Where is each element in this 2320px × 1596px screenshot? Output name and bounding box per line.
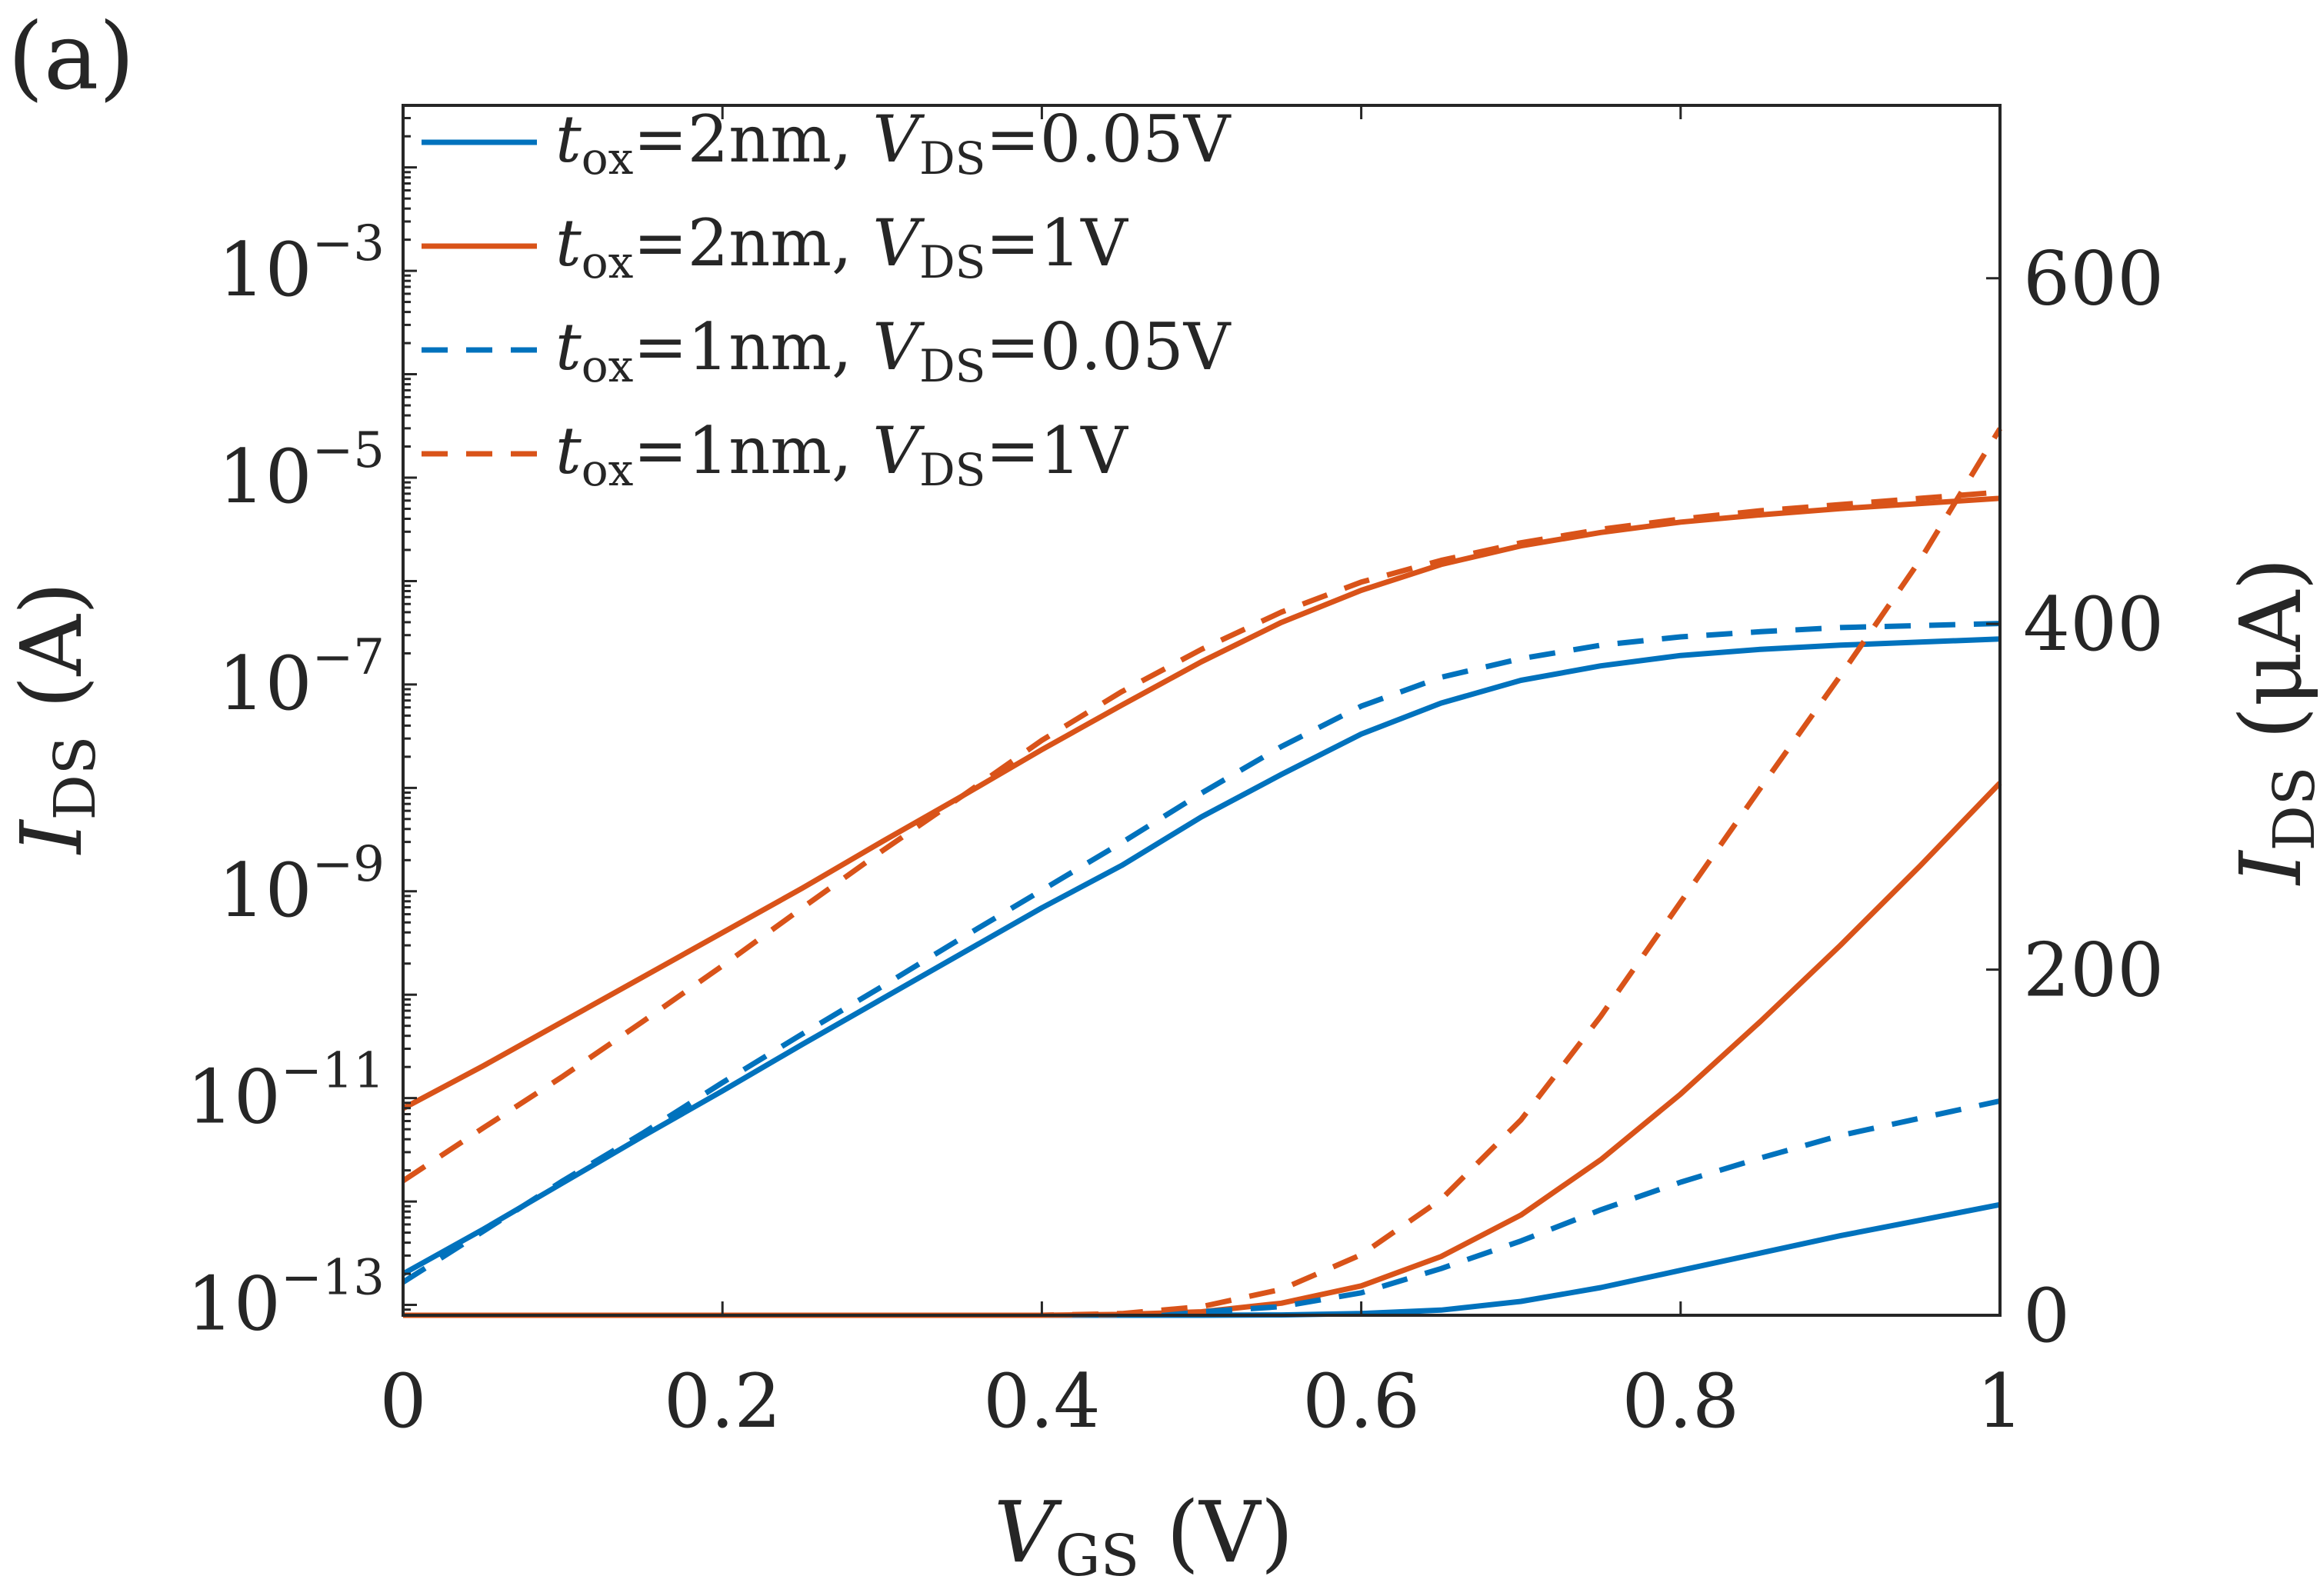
series-4-log-line — [402, 489, 2001, 1184]
series-1-log-line — [402, 636, 2001, 1277]
y-left-tick-base: 10 — [187, 1055, 281, 1141]
legend-var2-sub: DS — [919, 132, 985, 185]
y-axis-label-left: IDS (A) — [2, 581, 108, 855]
legend-var2: V — [872, 205, 925, 281]
legend-eq1: =1nm, — [633, 309, 872, 385]
series-3-log-line — [402, 621, 2001, 1284]
legend-var: t — [555, 102, 582, 177]
y-left-tick-base: 10 — [218, 848, 312, 934]
legend-eq2: =0.05V — [985, 102, 1231, 177]
x-axis-label: VGS (V) — [994, 1483, 1294, 1589]
legend-label: tox=1nm, VDS=1V — [555, 413, 1128, 496]
y-left-tick-base: 10 — [218, 434, 312, 520]
y-right-tick-label: 400 — [2023, 581, 2164, 668]
legend-item: tox=1nm, VDS=0.05V — [422, 309, 1232, 392]
legend-label: tox=2nm, VDS=0.05V — [555, 102, 1232, 185]
y-left-tick-label: 10−7 — [218, 629, 385, 727]
y-left-tick-exponent: −9 — [312, 836, 385, 893]
y-axis-label-right: IDS (μA) — [2222, 558, 2320, 886]
y-left-tick-base: 10 — [187, 1261, 281, 1348]
y-left-tick-exponent: −3 — [312, 215, 385, 272]
y-left-tick-exponent: −7 — [312, 629, 385, 686]
legend-var-sub: ox — [582, 340, 634, 392]
legend-var-sub: ox — [582, 132, 634, 185]
y-left-tick-label: 10−13 — [187, 1250, 385, 1348]
x-tick-label: 0.4 — [983, 1358, 1101, 1444]
x-axis: 0 0.2 0.4 0.6 0.8 1 — [379, 105, 2024, 1444]
x-tick-label: 0.2 — [664, 1358, 782, 1444]
legend-eq1: =2nm, — [633, 205, 872, 281]
legend-item: tox=2nm, VDS=0.05V — [422, 102, 1232, 185]
legend-eq1: =2nm, — [633, 102, 872, 177]
y-left-tick-label: 10−11 — [187, 1043, 385, 1141]
y-right-tick-label: 0 — [2023, 1273, 2070, 1359]
x-tick-label: 0 — [379, 1358, 426, 1444]
legend-var-sub: ox — [582, 236, 634, 288]
legend-eq1: =1nm, — [633, 413, 872, 488]
legend-var-sub: ox — [582, 444, 634, 496]
series-3-linear-line — [403, 1098, 2001, 1318]
legend-var2-sub: DS — [919, 340, 985, 392]
legend-label: tox=2nm, VDS=1V — [555, 205, 1128, 288]
series-layer — [402, 427, 2002, 1318]
plot-frame — [402, 104, 2002, 1317]
series-1-linear-line — [403, 1201, 2001, 1318]
legend-var2-sub: DS — [919, 444, 985, 496]
legend-item: tox=2nm, VDS=1V — [422, 205, 1128, 288]
y-right-tick-label: 200 — [2023, 928, 2164, 1014]
panel-label: (a) — [8, 4, 135, 111]
y-left-tick-exponent: −5 — [312, 422, 385, 479]
legend-eq2: =0.05V — [985, 309, 1231, 385]
legend-var: t — [555, 413, 582, 488]
right-axis: 0 200 400 600 — [1986, 236, 2164, 1359]
series-2-log-line — [402, 495, 2001, 1111]
x-tick-label: 1 — [1976, 1358, 2023, 1444]
y-left-tick-base: 10 — [218, 641, 312, 727]
y-left-tick-label: 10−9 — [218, 836, 385, 934]
x-tick-label: 0.8 — [1622, 1358, 1739, 1444]
legend-var: t — [555, 309, 582, 385]
legend-label: tox=1nm, VDS=0.05V — [555, 309, 1232, 392]
x-tick-label: 0.6 — [1302, 1358, 1420, 1444]
y-left-tick-label: 10−5 — [218, 422, 385, 520]
y-left-tick-base: 10 — [218, 227, 312, 313]
legend-var2: V — [872, 309, 925, 385]
series-4-linear-line — [403, 427, 2002, 1318]
y-left-tick-exponent: −13 — [281, 1250, 385, 1307]
legend-eq2: =1V — [985, 205, 1128, 281]
series-2-linear-line — [403, 781, 2002, 1318]
legend-var: t — [555, 205, 582, 281]
y-left-tick-exponent: −11 — [281, 1043, 385, 1100]
legend-var2: V — [872, 413, 925, 488]
legend-item: tox=1nm, VDS=1V — [422, 413, 1128, 496]
legend-var2: V — [872, 102, 925, 177]
legend-eq2: =1V — [985, 413, 1128, 488]
legend-var2-sub: DS — [919, 236, 985, 288]
y-right-tick-label: 600 — [2023, 236, 2164, 322]
y-left-tick-label: 10−3 — [218, 215, 385, 313]
